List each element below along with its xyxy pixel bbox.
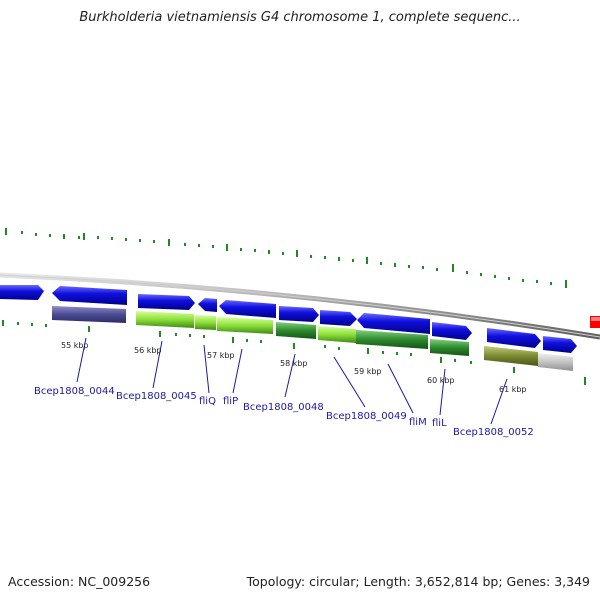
- topology-label: Topology: circular; Length: 3,652,814 bp…: [246, 574, 590, 589]
- gene-label-bcep1808-0045[interactable]: Bcep1808_0045: [116, 391, 197, 402]
- cds-arrow[interactable]: [219, 300, 276, 318]
- tick-label: 58 kbp: [280, 359, 308, 368]
- outer-ticks: [5, 228, 567, 288]
- gene-label-bcep1808-0044[interactable]: Bcep1808_0044: [34, 386, 115, 397]
- cog-segment: [430, 339, 469, 356]
- scale-ticks: [2, 320, 586, 385]
- cog-segment: [276, 322, 316, 339]
- cds-arrow[interactable]: [0, 285, 44, 300]
- cds-track: [0, 285, 577, 353]
- map-title: Burkholderia vietnamiensis G4 chromosome…: [79, 10, 521, 25]
- tick-label: 55 kbp: [61, 341, 89, 350]
- gene-label-fliq[interactable]: fliQ: [199, 396, 216, 407]
- gene-label-bcep1808-0052[interactable]: Bcep1808_0052: [453, 427, 534, 438]
- position-marker: [590, 316, 600, 328]
- gene-label-flil[interactable]: fliL: [432, 418, 447, 429]
- gene-label-flim[interactable]: fliM: [409, 417, 427, 428]
- cds-arrow[interactable]: [198, 298, 217, 312]
- cog-segment: [538, 353, 573, 371]
- cds-arrow[interactable]: [52, 286, 127, 305]
- cog-segment: [52, 306, 126, 323]
- cog-segment: [136, 311, 194, 328]
- cds-arrow[interactable]: [279, 306, 319, 322]
- tick-label: 61 kbp: [499, 385, 527, 394]
- accession-label: Accession: NC_009256: [8, 574, 151, 589]
- cds-arrow[interactable]: [138, 294, 195, 310]
- cds-arrow[interactable]: [357, 313, 430, 334]
- cog-segment: [356, 330, 428, 349]
- gene-label-flip[interactable]: fliP: [223, 396, 238, 407]
- cog-track: [52, 306, 573, 371]
- tick-label: 56 kbp: [134, 346, 162, 355]
- tick-label: 60 kbp: [427, 376, 455, 385]
- tick-label: 59 kbp: [354, 367, 382, 376]
- cds-arrow[interactable]: [487, 328, 541, 348]
- cds-arrow[interactable]: [543, 336, 577, 353]
- tick-label: 57 kbp: [207, 351, 235, 360]
- gene-label-bcep1808-0048[interactable]: Bcep1808_0048: [243, 402, 324, 413]
- cds-arrow[interactable]: [320, 310, 357, 326]
- gene-label-bcep1808-0049[interactable]: Bcep1808_0049: [326, 411, 407, 422]
- label-leaders: [76, 337, 508, 425]
- cds-arrow[interactable]: [432, 322, 472, 340]
- cog-segment: [217, 317, 273, 334]
- gene-labels: Bcep1808_0044 Bcep1808_0045 fliQ fliP Bc…: [34, 386, 534, 438]
- cog-segment: [195, 315, 216, 330]
- tick-labels: 55 kbp 56 kbp 57 kbp 58 kbp 59 kbp 60 kb…: [61, 341, 527, 394]
- cog-segment: [484, 346, 538, 366]
- cog-segment: [318, 326, 356, 343]
